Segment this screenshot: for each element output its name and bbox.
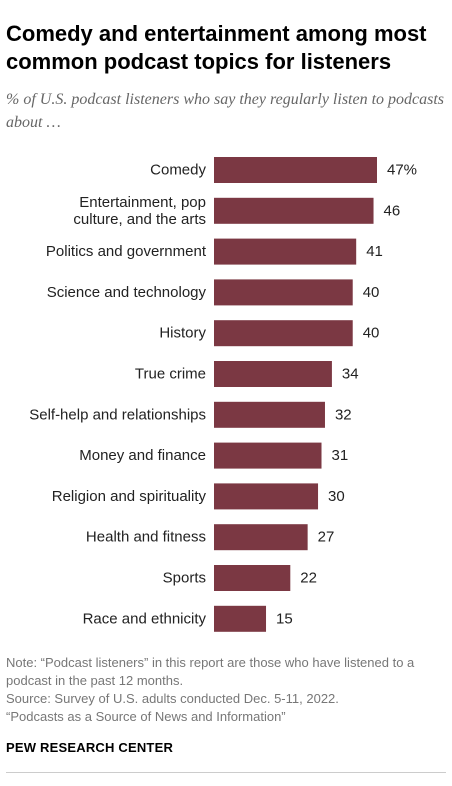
category-label-1-line-1: culture, and the arts [73,211,206,228]
category-label-0: Comedy [150,162,206,179]
bar-0 [214,157,377,183]
bar-11 [214,605,267,632]
chart-subtitle: % of U.S. podcast listeners who say they… [6,91,445,131]
category-label-4: History [159,325,206,342]
value-label-8: 30 [328,488,345,505]
bar-10 [214,565,291,591]
value-label-9: 27 [318,529,335,546]
bar-2 [214,238,357,265]
category-label-9: Health and fitness [86,529,206,546]
category-label-1-line-0: Entertainment, pop [79,194,206,211]
value-label-3: 40 [363,284,380,301]
bar-8 [214,483,319,510]
value-label-11: 15 [276,610,293,627]
bar-5 [214,361,332,387]
report-title-text: “Podcasts as a Source of News and Inform… [6,709,286,724]
category-label-6: Self-help and relationships [29,406,206,423]
value-label-6: 32 [335,406,352,423]
brand-logo-text: PEW RESEARCH CENTER [6,740,174,755]
category-label-2: Politics and government [46,243,207,260]
note-text: Note: “Podcast listeners” in this report… [6,655,415,688]
value-label-5: 34 [342,366,359,383]
category-label-3: Science and technology [47,284,207,301]
category-label-7: Money and finance [79,447,206,464]
category-label-8: Religion and spirituality [52,488,207,505]
bar-3 [214,279,353,306]
value-label-2: 41 [366,243,383,260]
chart-title: Comedy and entertainment among most comm… [6,21,427,74]
value-label-4: 40 [363,325,380,342]
bar-7 [214,442,322,469]
value-label-10: 22 [300,570,317,587]
bottom-divider [6,772,446,773]
category-label-5: True crime [135,366,206,383]
category-label-10: Sports [163,570,206,587]
bar-6 [214,401,325,428]
bar-4 [214,320,353,347]
bar-1 [214,197,374,224]
value-label-7: 31 [332,447,349,464]
value-label-1: 46 [384,202,401,219]
value-label-0: 47% [387,162,417,179]
source-text: Source: Survey of U.S. adults conducted … [6,691,339,706]
bar-9 [214,524,308,551]
category-label-11: Race and ethnicity [83,610,207,627]
footnotes: Note: “Podcast listeners” in this report… [6,654,446,726]
